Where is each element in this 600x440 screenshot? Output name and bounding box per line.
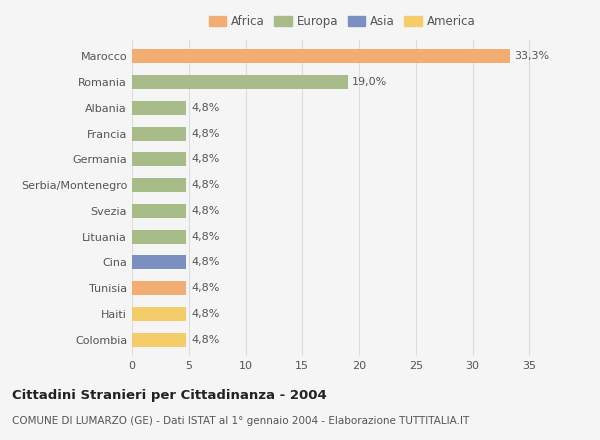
Text: 4,8%: 4,8% [191,257,220,268]
Bar [132,75,347,89]
Bar [132,204,187,218]
Bar [132,49,510,63]
Text: 4,8%: 4,8% [191,335,220,345]
Text: 4,8%: 4,8% [191,283,220,293]
Text: 33,3%: 33,3% [515,51,550,61]
Text: 4,8%: 4,8% [191,309,220,319]
Bar [132,255,187,269]
Bar [132,178,187,192]
Text: 4,8%: 4,8% [191,154,220,165]
Bar [132,333,187,347]
Legend: Africa, Europa, Asia, America: Africa, Europa, Asia, America [206,13,478,30]
Bar [132,307,187,321]
Text: 4,8%: 4,8% [191,128,220,139]
Text: 4,8%: 4,8% [191,103,220,113]
Text: 4,8%: 4,8% [191,231,220,242]
Bar [132,281,187,295]
Bar [132,127,187,141]
Text: Cittadini Stranieri per Cittadinanza - 2004: Cittadini Stranieri per Cittadinanza - 2… [12,389,327,403]
Bar [132,152,187,166]
Text: 19,0%: 19,0% [352,77,388,87]
Bar [132,101,187,115]
Text: 4,8%: 4,8% [191,206,220,216]
Text: 4,8%: 4,8% [191,180,220,190]
Bar [132,230,187,244]
Text: COMUNE DI LUMARZO (GE) - Dati ISTAT al 1° gennaio 2004 - Elaborazione TUTTITALIA: COMUNE DI LUMARZO (GE) - Dati ISTAT al 1… [12,416,469,426]
